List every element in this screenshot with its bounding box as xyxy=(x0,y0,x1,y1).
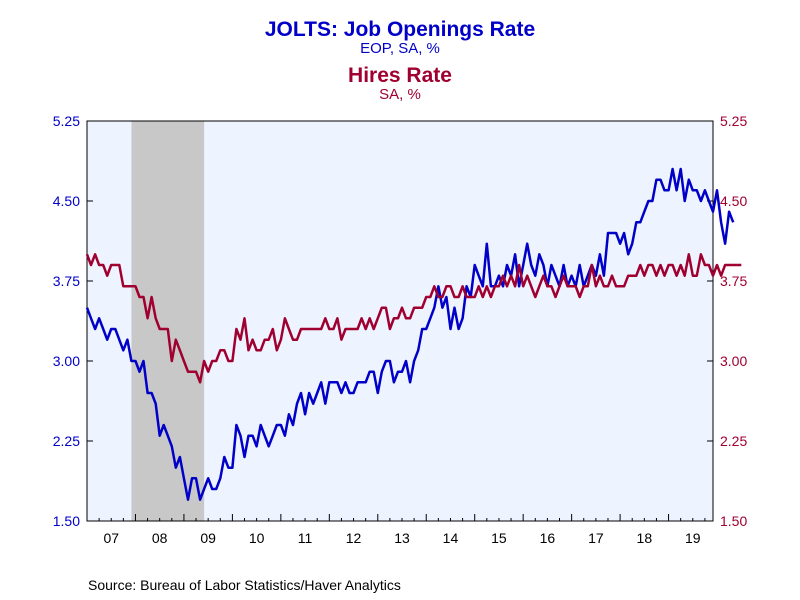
y-tick-label-right: 4.50 xyxy=(720,193,747,209)
source-note: Source: Bureau of Labor Statistics/Haver… xyxy=(88,577,401,593)
y-tick-label-right: 5.25 xyxy=(720,113,747,129)
x-tick-label: 14 xyxy=(443,530,459,546)
y-tick-label-left: 3.00 xyxy=(53,353,80,369)
line-chart: 5.25 5.25 4.50 4.50 3.75 3.75 3.00 3.00 2.25 2.25… xyxy=(53,113,748,546)
chart-subtitle: EOP, SA, % xyxy=(360,40,440,57)
x-tick-label: 17 xyxy=(588,530,604,546)
x-tick-label: 15 xyxy=(491,530,507,546)
x-tick-label: 09 xyxy=(200,530,216,546)
y-tick-label-right: 3.00 xyxy=(720,353,747,369)
y-tick-label-left: 3.75 xyxy=(53,273,80,289)
x-tick-label: 16 xyxy=(540,530,556,546)
y-tick-label-left: 5.25 xyxy=(53,113,80,129)
x-tick-label: 11 xyxy=(298,530,313,546)
series-line-hires xyxy=(85,253,742,384)
y-tick-label-right: 3.75 xyxy=(720,273,747,289)
x-tick-label: 19 xyxy=(685,530,701,546)
x-tick-label: 13 xyxy=(394,530,410,546)
plot-border xyxy=(86,120,714,522)
x-tick-label: 12 xyxy=(346,530,362,546)
chart-subtitle-2: SA, % xyxy=(379,86,421,103)
x-tick-label: 18 xyxy=(637,530,653,546)
recession-band xyxy=(131,121,205,521)
x-tick-label: 10 xyxy=(249,530,265,546)
y-tick-label-right: 1.50 xyxy=(720,513,747,529)
y-tick-label-right: 2.25 xyxy=(720,433,747,449)
y-tick-label-left: 2.25 xyxy=(53,433,80,449)
x-tick-label: 08 xyxy=(152,530,168,546)
y-tick-label-left: 4.50 xyxy=(53,193,80,209)
series-line-job-openings xyxy=(85,167,735,501)
chart-title: JOLTS: Job Openings Rate xyxy=(264,18,536,41)
chart-title-2: Hires Rate xyxy=(348,64,452,87)
y-tick-label-left: 1.50 xyxy=(53,513,80,529)
x-tick-label: 07 xyxy=(103,530,119,546)
